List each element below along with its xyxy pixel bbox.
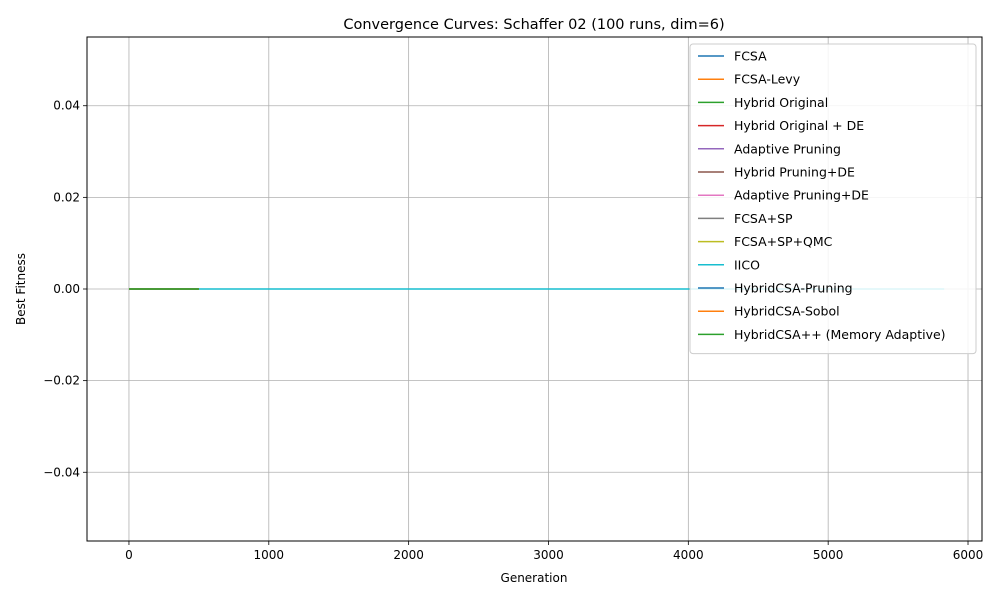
- x-tick-label: 3000: [533, 548, 564, 562]
- x-tick-label: 6000: [953, 548, 984, 562]
- x-tick-label: 4000: [673, 548, 704, 562]
- y-axis-label: Best Fitness: [14, 253, 28, 325]
- legend-label: Hybrid Pruning+DE: [734, 165, 855, 180]
- y-tick-label: 0.02: [53, 190, 80, 204]
- x-tick-label: 0: [125, 548, 133, 562]
- legend-label: HybridCSA-Sobol: [734, 304, 840, 319]
- legend: FCSA FCSA-Levy Hybrid Original Hybrid Origi…: [689, 43, 977, 355]
- legend-label: Adaptive Pruning+DE: [734, 188, 869, 203]
- legend-label: IICO: [734, 257, 760, 272]
- x-tick-label: 5000: [813, 548, 844, 562]
- y-tick-label: −0.04: [43, 465, 80, 479]
- legend-label: Hybrid Original: [734, 95, 828, 110]
- x-tick-label: 2000: [393, 548, 424, 562]
- legend-label: Hybrid Original + DE: [734, 118, 864, 133]
- legend-label: Adaptive Pruning: [734, 141, 841, 156]
- y-tick-label: 0.04: [53, 99, 80, 113]
- legend-box: [689, 43, 977, 355]
- x-axis-label: Generation: [501, 571, 568, 585]
- x-tick-label: 1000: [254, 548, 285, 562]
- legend-label: FCSA+SP: [734, 211, 793, 226]
- legend-label: HybridCSA-Pruning: [734, 281, 853, 296]
- legend-label: FCSA+SP+QMC: [734, 234, 833, 249]
- y-tick-label: −0.02: [43, 374, 80, 388]
- axis-ticks: 0 1000 2000 3000 4000 5000 6000 −0.04 −0.02 0.00 0…: [43, 99, 983, 562]
- legend-label: FCSA-Levy: [734, 72, 801, 87]
- legend-label: FCSA: [734, 49, 767, 64]
- chart-title: Convergence Curves: Schaffer 02 (100 run…: [343, 17, 724, 33]
- y-tick-label: 0.00: [53, 282, 80, 296]
- legend-label: HybridCSA++ (Memory Adaptive): [734, 327, 946, 342]
